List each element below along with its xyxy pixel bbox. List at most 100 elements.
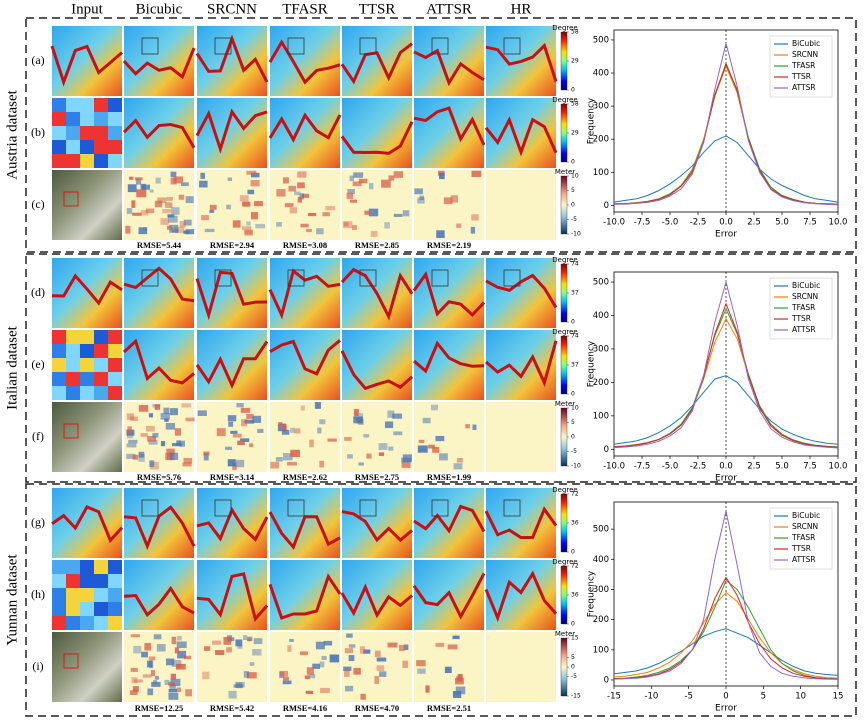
pixel [94, 616, 108, 630]
ridge [413, 340, 485, 374]
error-patch [300, 405, 305, 411]
pixel [66, 560, 80, 574]
error-patch [381, 179, 391, 188]
zoom-box [287, 499, 305, 517]
error-patch [368, 183, 374, 190]
error-patch [230, 430, 238, 434]
image [270, 170, 340, 240]
colorbar-tick-label: 10 [571, 173, 579, 180]
pixel [108, 154, 122, 168]
rmse-label: RMSE=2.62 [283, 472, 327, 482]
rmse-label: RMSE=4.16 [283, 703, 327, 713]
image [123, 488, 196, 558]
image [51, 258, 123, 328]
error-patch [126, 413, 135, 420]
image [484, 488, 558, 558]
image-field [52, 258, 122, 328]
series-line [613, 628, 839, 676]
image [340, 98, 414, 168]
error-patch [132, 686, 139, 692]
error-patch [352, 181, 362, 187]
error-patch [183, 655, 192, 660]
error-patch [329, 654, 340, 663]
error-patch [294, 428, 301, 434]
error-patch [239, 438, 250, 442]
error-patch [152, 432, 159, 438]
colorbar-tick-label: 74 [571, 261, 579, 268]
ridge [413, 48, 485, 87]
error-patch [249, 443, 254, 448]
zoom-box [63, 191, 79, 207]
zoom-box [214, 37, 232, 55]
error-patch [284, 203, 294, 208]
error-patch [417, 445, 428, 453]
error-patch [345, 685, 354, 692]
error-patch [435, 642, 445, 647]
error-patch [169, 452, 179, 461]
error-patch [216, 428, 226, 437]
pixel [52, 616, 66, 630]
zoom-box [359, 499, 377, 517]
colorbar-tick-label: 74 [571, 333, 579, 340]
image-field [270, 98, 340, 168]
legend-label: BiCubic [792, 281, 820, 290]
error-patch [166, 448, 175, 455]
error-patch [166, 225, 172, 230]
error-patch [246, 170, 257, 175]
image [123, 560, 195, 630]
pixel [80, 588, 94, 602]
error-patch [212, 640, 222, 645]
image-field [270, 26, 340, 96]
image [413, 488, 486, 558]
pixel [80, 386, 94, 400]
error-patch [388, 175, 395, 181]
error-patch [349, 199, 358, 203]
error-patch [379, 671, 387, 677]
colorbar-unit: Meter [555, 630, 575, 638]
x-tick-label: -15 [607, 692, 621, 702]
ridge [413, 504, 486, 534]
error-patch [384, 222, 390, 229]
error-patch [344, 669, 350, 677]
error-patch [215, 650, 225, 655]
image-field [270, 560, 340, 630]
colorbar-tick-label: 72 [571, 491, 579, 498]
image [124, 402, 195, 472]
ridge [196, 506, 269, 542]
y-tick-label: 500 [593, 35, 609, 45]
error-patch [171, 659, 182, 668]
image [195, 330, 269, 400]
image [414, 632, 484, 702]
error-patch [168, 692, 179, 700]
error-patch [153, 634, 162, 640]
y-tick-label: 100 [593, 411, 609, 421]
error-patch [134, 177, 143, 181]
error-patch [327, 438, 337, 442]
error-patch [148, 656, 156, 661]
error-patch [183, 458, 193, 464]
series-line [613, 510, 839, 680]
error-patch [148, 413, 154, 418]
series-line [613, 43, 839, 206]
error-patch [240, 407, 251, 413]
ridge [268, 573, 342, 620]
y-tick-label: 300 [593, 344, 609, 354]
error-patch [149, 461, 159, 470]
image [342, 632, 412, 702]
zoom-box [503, 37, 521, 55]
error-patch [430, 404, 439, 411]
error-patch [414, 188, 423, 195]
image [52, 98, 122, 168]
x-tick-label: -7.5 [634, 462, 651, 472]
image [122, 330, 195, 400]
error-patch [399, 644, 405, 652]
error-patch [299, 193, 305, 200]
error-patch [376, 665, 385, 672]
error-patch [384, 421, 394, 429]
error-patch [309, 439, 314, 448]
error-patch [312, 663, 321, 669]
ridge [485, 42, 558, 82]
colorbar-unit: Meter [555, 168, 575, 176]
error-patch [153, 680, 158, 684]
ridge [412, 572, 486, 620]
